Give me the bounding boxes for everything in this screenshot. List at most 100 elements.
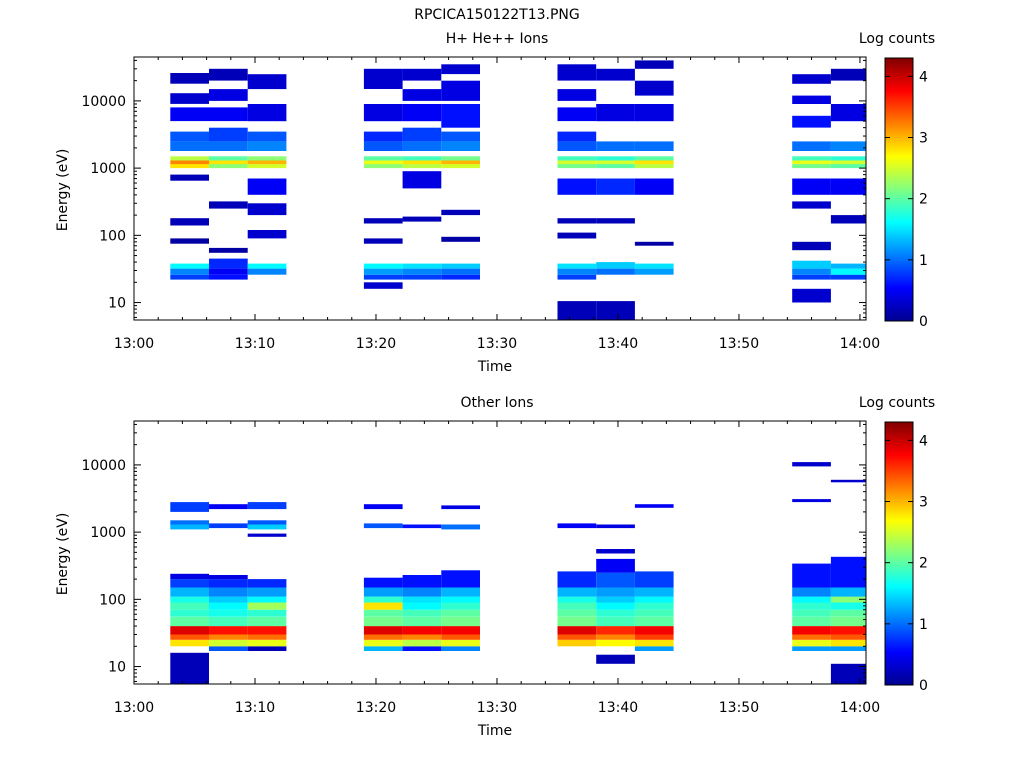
heatmap-cell — [596, 654, 635, 664]
heatmap-cell — [247, 616, 287, 627]
heatmap-cell — [363, 282, 403, 289]
heatmap-cell — [634, 634, 674, 640]
heatmap-cell — [634, 609, 674, 617]
heatmap-cell — [830, 587, 866, 597]
heatmap-cell — [792, 646, 831, 651]
heatmap-cell — [363, 68, 403, 89]
heatmap-cell — [170, 73, 209, 84]
heatmap-cell — [363, 609, 403, 617]
y-tick-label: 100 — [99, 592, 126, 608]
heatmap-cell — [209, 634, 248, 640]
panel-h-he-ions: H+ He++ Ions Log counts Energy (eV) Time… — [55, 31, 935, 375]
heatmap-cell — [363, 104, 403, 122]
heatmap-cell — [830, 274, 866, 280]
x-tick-label: 14:00 — [840, 336, 880, 352]
heatmap-cell — [557, 596, 597, 603]
heatmap-cell — [247, 524, 287, 530]
heatmap-cell — [247, 639, 287, 647]
heatmap-cell — [830, 556, 866, 588]
heatmap-cell — [441, 639, 480, 647]
x-tick-label: 13:40 — [598, 336, 638, 352]
heatmap-cell — [247, 178, 287, 195]
heatmap-cell — [830, 479, 866, 483]
heatmap-cell — [441, 236, 480, 242]
heatmap-cell — [441, 646, 480, 651]
heatmap-cell — [792, 274, 831, 280]
heatmap-cell — [402, 609, 442, 617]
heatmap-cell — [402, 127, 442, 142]
heatmap-cell — [209, 274, 248, 280]
heatmap-cell — [247, 579, 287, 588]
heatmap-cell — [557, 160, 597, 165]
heatmap-cell — [792, 260, 831, 269]
panel-other-ions: Other Ions Log counts Energy (eV) Time 1… — [55, 395, 935, 739]
heatmap-cell — [557, 523, 597, 529]
heatmap-cell — [363, 616, 403, 627]
heatmap-cell — [830, 104, 866, 122]
heatmap-cell — [596, 104, 635, 122]
heatmap-cell — [170, 596, 209, 603]
heatmap-cell — [596, 160, 635, 165]
heatmap-cell — [402, 156, 442, 161]
heatmap-cell — [596, 178, 635, 195]
colorbar-label: Log counts — [859, 31, 935, 47]
heatmap-cell — [363, 602, 403, 610]
heatmap-cell — [792, 156, 831, 161]
heatmap-cell — [402, 160, 442, 165]
y-tick-label: 10 — [108, 296, 126, 312]
heatmap-cell — [170, 616, 209, 627]
heatmap-cell — [557, 602, 597, 610]
heatmap-cell — [830, 602, 866, 610]
heatmap-cell — [170, 652, 209, 684]
heatmap-cell — [363, 646, 403, 651]
heatmap-cell — [170, 520, 209, 525]
heatmap-cell — [830, 596, 866, 603]
heatmap-cell — [363, 587, 403, 597]
colorbar-tick-label: 4 — [919, 433, 928, 449]
heatmap-cell — [792, 115, 831, 128]
x-tick-label: 13:40 — [598, 700, 638, 716]
heatmap-cell — [596, 262, 635, 269]
heatmap-cell — [596, 639, 635, 647]
heatmap-cell — [247, 634, 287, 640]
heatmap-cell — [170, 268, 209, 275]
heatmap-cell — [596, 558, 635, 573]
heatmap-cell — [363, 274, 403, 280]
heatmap-cell — [209, 602, 248, 610]
heatmap-cell — [830, 626, 866, 635]
heatmap-cell — [557, 263, 597, 269]
heatmap-cell — [170, 502, 209, 512]
heatmap-cell — [170, 156, 209, 161]
heatmap-cell — [441, 156, 480, 161]
heatmap-cell — [596, 609, 635, 617]
heatmap-cell — [402, 524, 442, 529]
heatmap-cell — [170, 160, 209, 165]
heatmap-cell — [634, 646, 674, 651]
heatmap-cell — [170, 524, 209, 530]
heatmap-cell — [247, 160, 287, 165]
heatmap-cell — [170, 587, 209, 597]
heatmap-cell — [830, 263, 866, 269]
heatmap-cell — [247, 203, 287, 216]
y-axis: 10 100 1000 10000 — [81, 59, 866, 318]
heatmap-cell — [830, 639, 866, 647]
heatmap-cell — [634, 596, 674, 603]
heatmap-cell — [792, 288, 831, 303]
heatmap-cell — [363, 156, 403, 161]
heatmap-cell — [402, 171, 442, 189]
heatmap-cell — [209, 89, 248, 101]
heatmap-cell — [634, 104, 674, 122]
heatmap-cell — [441, 268, 480, 275]
heatmap-cell — [170, 609, 209, 617]
heatmap-cell — [557, 616, 597, 627]
heatmap-cell — [402, 268, 442, 275]
y-tick-label: 10000 — [81, 458, 126, 474]
heatmap-cell — [557, 107, 597, 122]
heatmap-cell — [209, 258, 248, 269]
heatmap-cell — [209, 523, 248, 529]
heatmap-cell — [209, 127, 248, 142]
heatmap-cell — [209, 596, 248, 603]
heatmap-cell — [363, 268, 403, 275]
heatmap-cell — [792, 178, 831, 195]
heatmap-cell — [402, 89, 442, 101]
